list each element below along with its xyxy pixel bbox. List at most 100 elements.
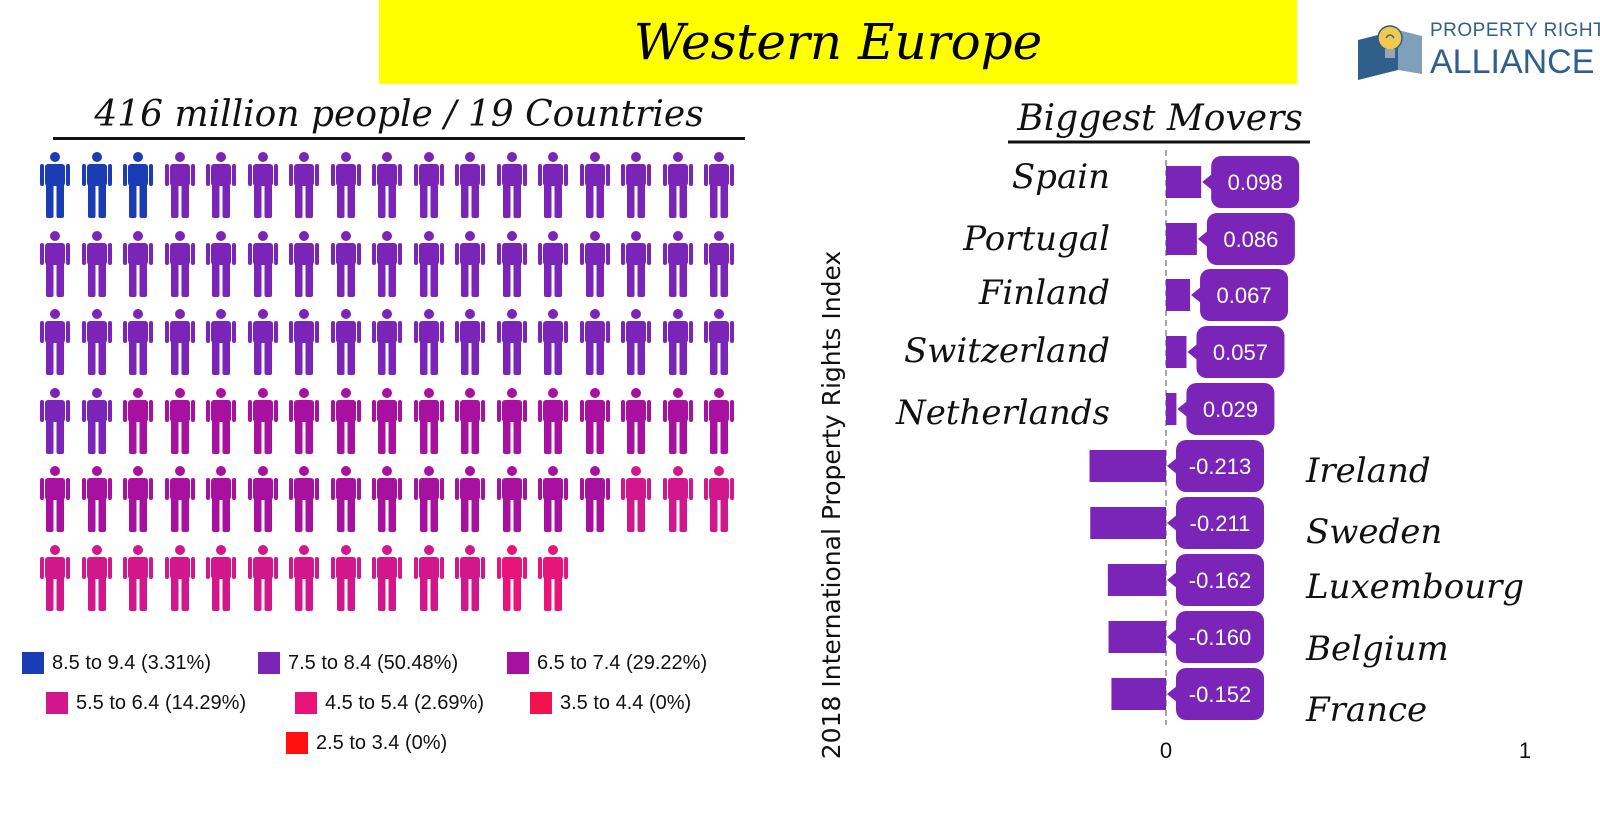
person-icon xyxy=(413,152,444,218)
bar xyxy=(1166,223,1197,255)
legend-label: 6.5 to 7.4 (29.22%) xyxy=(537,651,708,674)
y-axis-label: 2018 International Property Rights Index xyxy=(820,251,846,759)
person-icon xyxy=(123,544,153,611)
legend-swatch xyxy=(46,692,68,714)
category-label: Switzerland xyxy=(904,331,1110,371)
bar xyxy=(1111,678,1166,710)
category-label: Belgium xyxy=(1305,629,1449,669)
person-icon xyxy=(164,152,195,218)
person-icon xyxy=(123,466,153,532)
person-icon xyxy=(579,309,610,375)
value-label-pointer xyxy=(1177,400,1189,418)
person-icon xyxy=(662,309,693,375)
bar xyxy=(1089,450,1166,482)
value-label-bg xyxy=(1176,497,1264,549)
person-icon xyxy=(247,387,278,454)
person-icon xyxy=(123,152,153,218)
category-label: Ireland xyxy=(1305,451,1431,491)
person-icon xyxy=(579,387,610,454)
person-icon xyxy=(330,309,361,375)
value-label-bg xyxy=(1176,440,1264,492)
person-icon xyxy=(662,387,693,454)
person-icon xyxy=(538,544,568,611)
person-icon xyxy=(289,230,319,297)
chart-title: Biggest Movers xyxy=(1016,100,1303,139)
person-icon xyxy=(247,544,278,611)
legend: 8.5 to 9.4 (3.31%) 7.5 to 8.4 (50.48%) 6.5… xyxy=(20,650,780,780)
person-icon xyxy=(164,387,195,454)
person-icon xyxy=(621,466,651,532)
value-label-pointer xyxy=(1187,343,1199,361)
person-icon xyxy=(455,152,485,218)
person-icon xyxy=(372,152,402,218)
person-icon xyxy=(621,230,651,297)
person-icon xyxy=(538,152,568,218)
person-icon xyxy=(496,387,527,454)
person-icon xyxy=(538,387,568,454)
value-label: 0.067 xyxy=(1217,283,1272,308)
person-icon xyxy=(81,387,112,454)
person-icon xyxy=(206,387,236,454)
person-icon xyxy=(40,309,70,375)
category-label: Finland xyxy=(978,273,1110,313)
person-icon xyxy=(247,152,278,218)
person-icon xyxy=(289,466,319,532)
value-label-pointer xyxy=(1167,628,1178,646)
legend-swatch xyxy=(530,692,552,714)
person-icon xyxy=(579,152,610,218)
value-label: -0.213 xyxy=(1189,454,1251,479)
person-icon xyxy=(289,387,319,454)
person-icon xyxy=(81,230,112,297)
person-icon xyxy=(704,466,734,532)
person-icon xyxy=(621,309,651,375)
value-label: 0.086 xyxy=(1223,227,1278,252)
x-tick-label: 1 xyxy=(1519,738,1531,763)
category-label: Sweden xyxy=(1306,512,1442,552)
bar xyxy=(1107,564,1166,596)
bar xyxy=(1166,279,1191,311)
person-icon xyxy=(81,309,112,375)
person-icon xyxy=(40,466,70,532)
category-label: Portugal xyxy=(962,219,1110,259)
value-label-bg xyxy=(1186,383,1275,435)
person-icon xyxy=(621,387,651,454)
legend-item: 7.5 to 8.4 (50.48%) xyxy=(258,650,458,676)
person-icon xyxy=(123,309,153,375)
title-banner: Western Europe xyxy=(379,0,1297,84)
person-icon xyxy=(413,230,444,297)
x-tick-label: 0 xyxy=(1160,738,1172,763)
person-icon xyxy=(206,230,236,297)
person-icon xyxy=(81,466,112,532)
person-icon xyxy=(206,309,236,375)
value-label-pointer xyxy=(1167,514,1178,532)
category-label: France xyxy=(1305,690,1427,730)
person-icon xyxy=(662,152,693,218)
value-label: -0.162 xyxy=(1189,568,1251,593)
person-icon xyxy=(40,230,70,297)
person-icon xyxy=(496,230,527,297)
person-icon xyxy=(579,466,610,532)
legend-item: 3.5 to 4.4 (0%) xyxy=(530,690,691,716)
legend-swatch xyxy=(507,652,529,674)
legend-item: 4.5 to 5.4 (2.69%) xyxy=(295,690,484,716)
person-icon xyxy=(330,544,361,611)
category-label: Luxembourg xyxy=(1305,567,1524,607)
legend-label: 8.5 to 9.4 (3.31%) xyxy=(52,651,211,674)
legend-item: 2.5 to 3.4 (0%) xyxy=(286,730,447,756)
person-icon xyxy=(81,152,112,218)
lightbulb-logo-icon xyxy=(1358,25,1422,80)
bar xyxy=(1166,166,1202,198)
logo-text-bottom: ALLIANCE xyxy=(1430,43,1595,81)
legend-swatch xyxy=(258,652,280,674)
person-icon xyxy=(372,544,402,611)
person-icon xyxy=(289,152,319,218)
biggest-movers-svg: Biggest Movers 2018 International Propert… xyxy=(797,98,1531,763)
person-icon xyxy=(164,466,195,532)
person-icon xyxy=(164,309,195,375)
person-icon xyxy=(247,309,278,375)
person-icon xyxy=(40,152,70,218)
person-icon xyxy=(704,152,734,218)
person-icon xyxy=(538,466,568,532)
person-icon xyxy=(164,230,195,297)
person-icon xyxy=(538,230,568,297)
